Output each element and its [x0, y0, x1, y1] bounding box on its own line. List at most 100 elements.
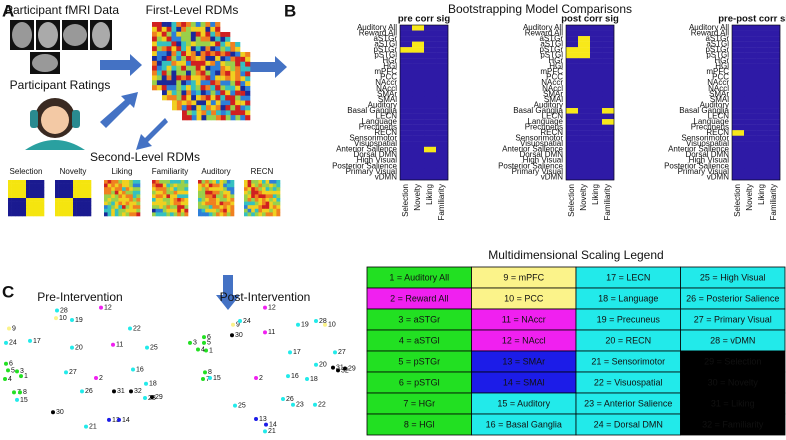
- column-label: Familiarity: [769, 184, 778, 220]
- rdm-cell: [136, 198, 141, 202]
- rdm-cell: [122, 205, 126, 210]
- rdm-cell: [245, 71, 251, 77]
- rdm-cell: [230, 115, 236, 121]
- rdm-cell: [181, 56, 187, 62]
- rdm-cell: [235, 42, 241, 48]
- rdm-cell: [15, 205, 20, 210]
- rdm-cell: [254, 198, 259, 202]
- rdm-cell: [205, 60, 211, 67]
- rdm-cell: [235, 71, 241, 77]
- point-label: 5: [11, 367, 15, 374]
- point-label: 8: [23, 389, 27, 396]
- rdm-cell: [205, 205, 210, 210]
- rdm-cell: [69, 190, 74, 195]
- rdm-cell: [156, 65, 163, 71]
- heatmap-cell: [768, 80, 781, 87]
- legend-entry: 3 = aSTGr: [398, 314, 440, 324]
- rdm-cell: [166, 180, 171, 184]
- rdm-cell: [195, 85, 201, 91]
- rdm-cell: [206, 115, 212, 121]
- rdm-cell: [8, 183, 12, 188]
- rdm-cell: [166, 190, 171, 195]
- rdm-cell: [129, 187, 134, 192]
- mds-point: [51, 410, 55, 415]
- rdm-cell: [11, 201, 16, 206]
- heatmap-cell: [578, 30, 591, 37]
- column-label: Liking: [757, 184, 766, 205]
- row-label: Posterior Salience: [332, 161, 397, 170]
- person-body: [25, 140, 85, 150]
- heatmap-cell: [732, 30, 745, 37]
- rdm-cell: [33, 198, 38, 202]
- heatmap-cell: [590, 146, 603, 153]
- rdm-cell: [215, 80, 221, 86]
- point-label: 23: [296, 402, 304, 409]
- rdm-cell: [262, 183, 266, 188]
- rdm-cell: [200, 51, 206, 57]
- point-label: 8: [208, 369, 212, 376]
- rdm-cell: [159, 201, 164, 206]
- rdm-cell: [172, 105, 178, 111]
- column-label: Selection: [567, 184, 576, 217]
- heatmap-cell: [768, 96, 781, 103]
- rdm-cell: [125, 183, 130, 188]
- heatmap-cell: [566, 119, 579, 125]
- rdm-cell: [177, 198, 182, 202]
- row-label: Posterior Salience: [664, 161, 729, 170]
- row-label: pSTGl: [706, 51, 729, 60]
- heatmap-cell: [744, 141, 757, 147]
- rdm-cell: [235, 56, 241, 62]
- mds-point: [264, 422, 268, 427]
- rdm-cell: [216, 180, 220, 184]
- rdm-cell: [36, 183, 41, 188]
- rdm-cell: [220, 70, 226, 77]
- rdm-cell: [76, 187, 81, 192]
- rdm-cell: [111, 180, 116, 184]
- rdm-cell: [173, 212, 178, 217]
- heatmap-cell: [436, 58, 449, 64]
- rdm-cell: [201, 208, 206, 213]
- heatmap-cell: [400, 85, 413, 92]
- rdm-cell: [191, 115, 197, 121]
- point-label: 16: [291, 373, 299, 380]
- rdm-cell: [55, 198, 59, 202]
- rdm-cell: [15, 190, 20, 195]
- rdm-cell: [225, 100, 231, 106]
- heatmap-cell: [436, 124, 449, 131]
- rdm-cell: [83, 180, 88, 184]
- rdm-cell: [136, 208, 141, 213]
- heatmap-cell: [424, 124, 437, 131]
- rdm-cell: [125, 187, 130, 192]
- rdm-cell: [166, 36, 172, 42]
- heatmap-cell: [424, 47, 437, 53]
- rdm-cell: [161, 70, 167, 76]
- heatmap-cell: [566, 74, 579, 81]
- mds-point: [70, 317, 74, 322]
- rdm-cell: [254, 187, 259, 192]
- rdm-cell: [55, 180, 59, 184]
- rdm-title: RECN: [251, 167, 274, 176]
- rdm-cell: [87, 180, 92, 184]
- rdm-cell: [152, 183, 156, 188]
- rdm-cell: [156, 85, 163, 91]
- rdm-cell: [245, 90, 251, 97]
- rdm-cell: [132, 190, 137, 195]
- rdm-cell: [155, 198, 160, 202]
- point-label: 22: [318, 402, 326, 409]
- mds-point: [263, 429, 267, 434]
- rdm-cell: [136, 201, 141, 206]
- rdm-cell: [230, 56, 236, 62]
- rdm-cell: [200, 85, 206, 91]
- rdm-cell: [55, 212, 59, 217]
- row-label: Precuneus: [691, 123, 729, 132]
- rdm-cell: [29, 201, 34, 206]
- rdm-cell: [195, 41, 201, 47]
- rdm-cell: [36, 190, 41, 195]
- rdm-cell: [219, 212, 224, 217]
- rdm-cell: [22, 183, 27, 188]
- heatmap-cell: [400, 124, 413, 131]
- row-label: Visuospatial: [686, 139, 729, 148]
- heatmap-cell: [602, 58, 615, 64]
- rdm-cell: [186, 56, 192, 62]
- mds-point: [313, 402, 317, 407]
